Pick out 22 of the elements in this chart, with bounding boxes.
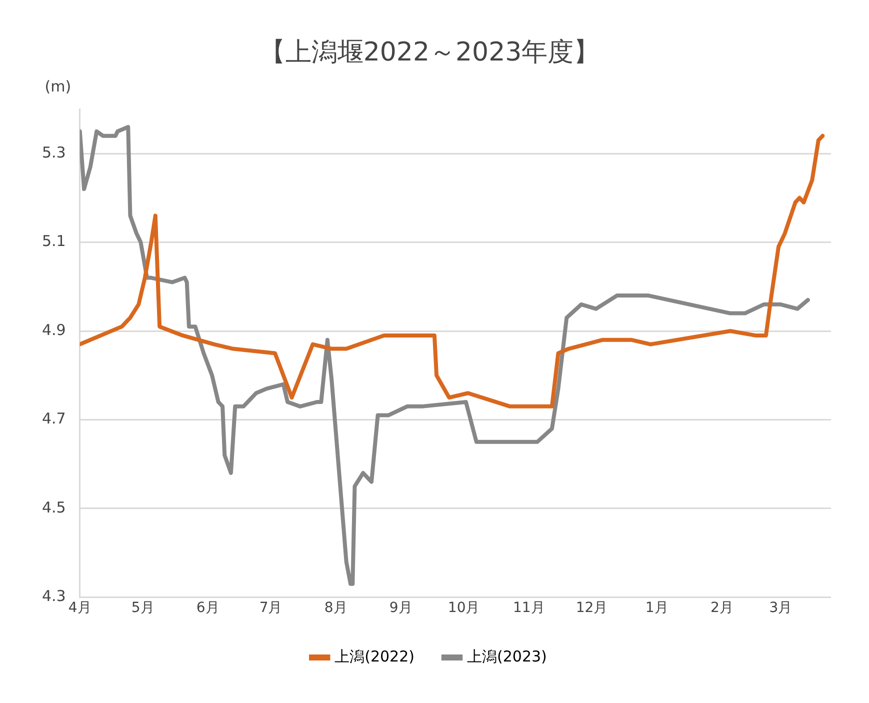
x-tick-label: 9月 xyxy=(389,600,412,616)
chart-title: 【上潟堰2022～2023年度】 xyxy=(259,37,600,68)
x-tick-label: 7月 xyxy=(259,600,282,616)
y-tick-label: 4.5 xyxy=(42,498,66,516)
x-tick-label: 6月 xyxy=(196,600,220,616)
x-tick-label: 4月 xyxy=(68,600,92,616)
x-tick-label: 5月 xyxy=(131,600,154,616)
y-tick-label: 5.3 xyxy=(42,143,66,162)
legend-label: 上潟(2023) xyxy=(467,647,547,666)
y-tick-label: 4.7 xyxy=(42,410,66,428)
x-tick-label: 11月 xyxy=(512,600,545,616)
x-tick-label: 12月 xyxy=(576,600,608,616)
y-tick-label: 4.3 xyxy=(42,587,66,606)
x-tick-label: 3月 xyxy=(769,600,792,616)
y-tick-label: 4.9 xyxy=(42,320,66,339)
y-tick-label: 5.1 xyxy=(42,232,66,250)
y-axis-title: (m) xyxy=(44,78,72,96)
x-tick-label: 10月 xyxy=(448,600,480,616)
x-tick-label: 8月 xyxy=(324,600,348,616)
x-tick-label: 2月 xyxy=(710,600,734,616)
legend-label: 上潟(2022) xyxy=(334,647,415,666)
x-tick-label: 1月 xyxy=(645,600,668,616)
